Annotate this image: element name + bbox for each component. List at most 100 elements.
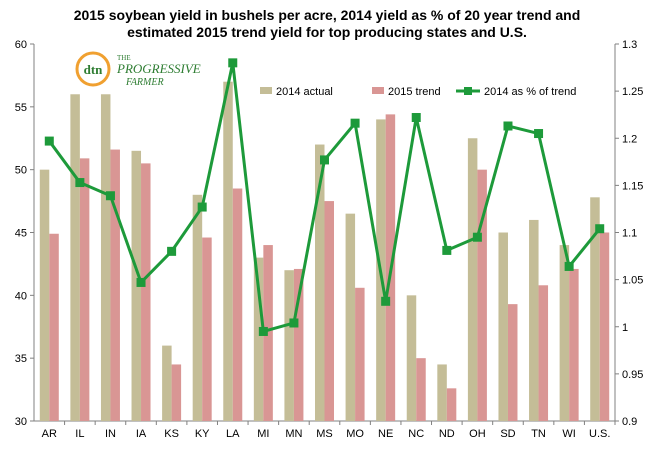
bar-2014-actual	[437, 364, 447, 421]
bar-2015-trend	[110, 149, 120, 421]
bar-2015-trend	[49, 233, 59, 421]
bar-2015-trend	[569, 268, 579, 421]
right-tick-label: 0.9	[622, 416, 637, 428]
bar-2015-trend	[202, 237, 212, 421]
right-tick-label: 1	[622, 322, 628, 334]
line-point-marker	[258, 326, 268, 336]
bar-2015-trend	[446, 388, 457, 421]
bar-2014-actual	[529, 219, 539, 421]
bar-2014-actual	[253, 257, 264, 421]
left-tick-label: 45	[15, 228, 27, 240]
right-tick-label: 1.15	[622, 180, 643, 192]
bar-2015-trend	[324, 201, 334, 421]
bar-2014-actual	[100, 94, 111, 422]
line-point-marker	[411, 113, 421, 123]
x-tick-label: MI	[257, 428, 269, 440]
x-tick-label: TN	[531, 428, 546, 440]
line-point-marker	[534, 129, 544, 139]
bar-2014-actual	[223, 81, 233, 421]
bar-2014-actual	[406, 295, 417, 421]
x-tick-label: IL	[75, 428, 84, 440]
bar-2014-actual	[70, 94, 80, 422]
line-point-marker	[105, 191, 115, 201]
x-tick-label: AR	[42, 428, 57, 440]
line-point-marker	[228, 58, 238, 68]
bar-2015-trend	[79, 158, 90, 421]
left-tick-label: 55	[15, 102, 27, 114]
bar-2015-trend	[477, 169, 487, 421]
bar-2015-trend	[599, 232, 610, 421]
right-tick-label: 1.2	[622, 133, 637, 145]
progressive-farmer-logo: dtn THE PROGRESSIVE FARMER	[75, 51, 201, 88]
bar-2014-actual	[315, 144, 325, 422]
x-tick-label: OH	[469, 428, 486, 440]
x-tick-label: KY	[195, 428, 210, 440]
bar-2014-actual	[192, 194, 203, 421]
right-tick-label: 0.95	[622, 369, 643, 381]
x-tick-label: MO	[346, 428, 364, 440]
line-point-marker	[197, 202, 207, 212]
bar-2015-trend	[538, 285, 549, 421]
legend-label-2: 2014 as % of trend	[484, 86, 576, 98]
bar-2015-trend	[171, 364, 182, 421]
x-tick-label: NC	[408, 428, 424, 440]
x-tick-label: WI	[562, 428, 575, 440]
line-point-marker	[167, 246, 177, 256]
line-series	[44, 58, 605, 336]
bar-2015-trend	[293, 268, 304, 421]
logo-dtn: dtn	[84, 62, 104, 77]
line-point-marker	[595, 224, 605, 234]
legend-line-marker	[464, 87, 472, 95]
bar-2014-actual	[559, 245, 570, 421]
legend-label-1: 2015 trend	[388, 86, 441, 98]
x-tick-label: ND	[439, 428, 455, 440]
right-tick-label: 1.3	[622, 39, 637, 51]
bar-2015-trend	[141, 163, 151, 421]
left-tick-label: 60	[15, 39, 27, 51]
x-tick-label: IN	[105, 428, 116, 440]
bar-2015-trend	[263, 245, 273, 421]
bar-2014-actual	[467, 138, 478, 421]
line-point-marker	[44, 136, 54, 146]
bar-2015-trend	[355, 287, 365, 421]
dtn-logo-circle	[75, 51, 111, 87]
legend: 2014 actual 2015 trend 2014 as % of trend	[260, 86, 576, 98]
right-tick-label: 1.05	[622, 275, 643, 287]
line-point-marker	[75, 178, 85, 188]
x-tick-label: IA	[136, 428, 147, 440]
right-axis-ticks: 0.9 0.95 1 1.05 1.1 1.15 1.2 1.25 1.3	[615, 39, 643, 428]
x-tick-label: SD	[500, 428, 515, 440]
x-tick-label: NE	[378, 428, 393, 440]
left-tick-label: 30	[15, 416, 27, 428]
line-point-marker	[442, 245, 452, 255]
legend-label-0: 2014 actual	[276, 86, 333, 98]
line-point-marker	[350, 118, 360, 128]
line-point-marker	[564, 261, 574, 271]
bar-2015-trend	[507, 304, 518, 421]
left-tick-label: 40	[15, 290, 27, 302]
chart-title-line1: 2015 soybean yield in bushels per acre, …	[74, 7, 581, 23]
left-tick-label: 50	[15, 165, 27, 177]
line-point-marker	[136, 277, 146, 287]
bar-2014-actual	[345, 213, 356, 421]
chart-title-line2: estimated 2015 trend yield for top produ…	[127, 24, 527, 40]
right-tick-label: 1.1	[622, 228, 637, 240]
logo-the: THE	[117, 54, 131, 62]
x-axis-labels: AR IL IN IA KS KY LA MI MN MS MO NE NC ND OH SD TN WI U.S.	[42, 428, 611, 440]
x-tick-label: U.S.	[589, 428, 610, 440]
line-point-marker	[472, 232, 482, 242]
x-tick-label: KS	[164, 428, 179, 440]
bar-2014-actual	[162, 345, 172, 421]
x-tick-label: MS	[316, 428, 333, 440]
bar-2015-trend	[232, 188, 243, 421]
x-tick-label: LA	[226, 428, 240, 440]
bar-2014-actual	[498, 232, 508, 421]
left-tick-label: 35	[15, 353, 27, 365]
line-point-marker	[503, 121, 513, 131]
logo-name: PROGRESSIVE	[116, 61, 201, 76]
bar-2014-actual	[39, 169, 50, 421]
legend-swatch-1	[372, 87, 384, 94]
line-point-marker	[289, 318, 299, 328]
bar-2014-actual	[590, 197, 600, 421]
